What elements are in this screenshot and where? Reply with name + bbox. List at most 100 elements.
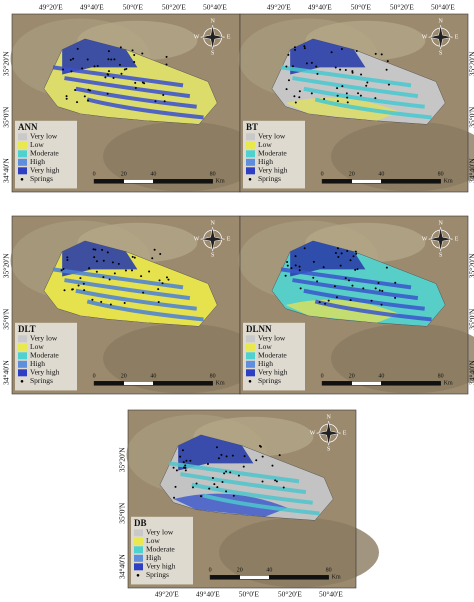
map-frame [127, 409, 357, 589]
spring [60, 269, 63, 272]
spring [106, 92, 109, 95]
spring [65, 97, 68, 100]
spring [161, 282, 164, 285]
spring [299, 287, 302, 290]
spring [95, 270, 98, 273]
spring [65, 95, 68, 98]
scale-segment [351, 179, 382, 184]
spring [123, 68, 126, 71]
spring [333, 285, 336, 288]
legend-spring [136, 574, 140, 577]
legend-entry: Low [146, 536, 160, 545]
zone-streak [202, 493, 320, 516]
spring [118, 63, 121, 66]
spring [106, 73, 109, 76]
spring [107, 58, 110, 61]
spring [243, 455, 246, 458]
spring [261, 455, 264, 458]
legend-spring [20, 380, 24, 383]
legend-swatch [246, 133, 255, 141]
spring [131, 255, 134, 258]
spring [83, 95, 86, 98]
compass-letter: S [211, 51, 214, 57]
legend-entry: Springs [146, 570, 169, 579]
lon-label: 49°40'E [196, 590, 220, 599]
spring [298, 265, 301, 268]
spring [133, 54, 136, 57]
compass-letter: W [194, 237, 200, 243]
spring [291, 65, 294, 68]
spring [200, 495, 203, 498]
spring [189, 459, 192, 462]
spring [159, 253, 162, 256]
spring [351, 71, 354, 74]
scale-segment [93, 179, 124, 184]
compass-letter: N [210, 19, 215, 25]
legend-swatch [246, 360, 255, 368]
spring [330, 51, 333, 54]
scale-unit: Km [216, 179, 225, 185]
spring [370, 299, 373, 302]
spring [91, 298, 94, 301]
legend-entry: Very high [146, 562, 176, 571]
spring [87, 88, 90, 91]
scale-label: 40 [378, 172, 384, 178]
spring [312, 260, 315, 263]
legend-entry: Moderate [258, 351, 287, 360]
spring [140, 275, 143, 278]
legend-entry: Moderate [146, 545, 175, 554]
legend-entry: Very high [30, 166, 60, 175]
spring [157, 288, 160, 291]
spring [142, 291, 145, 294]
spring [165, 276, 168, 279]
zone-streak [280, 267, 412, 290]
legend-entry: Low [30, 342, 44, 351]
zone-high [62, 38, 138, 75]
spring [340, 252, 343, 255]
scale-label: 20 [121, 374, 127, 380]
spring [120, 72, 123, 75]
compass-star [200, 25, 225, 50]
terrain [331, 323, 474, 394]
compass-letter: N [326, 415, 331, 421]
spring [141, 81, 144, 84]
legend-swatch [134, 529, 143, 537]
spring [385, 68, 388, 71]
spring [287, 53, 290, 56]
spring [206, 463, 209, 466]
panel-label: DB [134, 518, 147, 528]
spring [293, 95, 296, 98]
legend-entry: Springs [258, 174, 281, 183]
spring [79, 277, 82, 280]
compass-letter: N [438, 221, 443, 227]
spring [339, 68, 342, 71]
spring [344, 69, 347, 72]
spring [157, 301, 160, 304]
legend-entry: Low [258, 342, 272, 351]
spring [336, 100, 339, 103]
spring [100, 300, 103, 303]
legend-entry: Low [30, 140, 44, 149]
lat-label: 35°0'N [2, 106, 11, 128]
legend-swatch [18, 150, 27, 158]
scale-label: 80 [438, 374, 444, 380]
scale-label: 0 [321, 374, 324, 380]
spring [106, 251, 109, 254]
spring [162, 94, 165, 97]
map-frame [239, 13, 469, 193]
spring [87, 99, 90, 102]
zone-streak [52, 267, 184, 290]
lat-label: 34°40'N [2, 158, 11, 183]
zone-high [290, 240, 366, 277]
spring [352, 255, 355, 258]
scale-label: 20 [237, 568, 243, 574]
spring [124, 269, 127, 272]
spring [82, 282, 85, 285]
scale-label: 80 [326, 568, 332, 574]
spring [340, 48, 343, 51]
spring [108, 278, 111, 281]
scale-label: 40 [378, 374, 384, 380]
spring [312, 276, 315, 279]
spring [387, 83, 390, 86]
legend-swatch [18, 360, 27, 368]
